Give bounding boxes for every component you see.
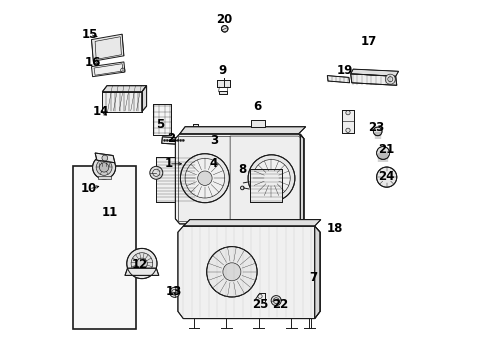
- Bar: [249, 169, 282, 202]
- Circle shape: [252, 159, 289, 197]
- Circle shape: [149, 166, 163, 179]
- Polygon shape: [178, 136, 230, 221]
- Text: 1: 1: [164, 157, 173, 170]
- Circle shape: [180, 154, 229, 203]
- Circle shape: [177, 139, 179, 141]
- Bar: [156, 157, 196, 202]
- Circle shape: [240, 186, 244, 190]
- Circle shape: [166, 139, 168, 141]
- Circle shape: [92, 156, 115, 179]
- Bar: [218, 91, 227, 94]
- Circle shape: [247, 155, 294, 202]
- Text: 21: 21: [378, 143, 394, 156]
- Text: 22: 22: [271, 298, 287, 311]
- Circle shape: [182, 139, 184, 141]
- Circle shape: [206, 247, 257, 297]
- Bar: [193, 124, 197, 157]
- Circle shape: [270, 296, 281, 306]
- Circle shape: [171, 139, 173, 141]
- Circle shape: [345, 128, 349, 132]
- Polygon shape: [142, 86, 146, 112]
- Text: 5: 5: [156, 118, 163, 131]
- Bar: [156, 157, 196, 202]
- Text: 20: 20: [216, 13, 232, 26]
- Circle shape: [373, 127, 381, 136]
- Text: 11: 11: [101, 206, 118, 219]
- Circle shape: [136, 258, 147, 269]
- Circle shape: [96, 159, 112, 175]
- Text: 4: 4: [209, 157, 218, 170]
- Text: 10: 10: [81, 183, 97, 195]
- Circle shape: [163, 139, 165, 141]
- Circle shape: [131, 253, 152, 274]
- Text: 16: 16: [84, 57, 101, 69]
- Circle shape: [185, 158, 224, 198]
- Text: 12: 12: [132, 258, 148, 271]
- Polygon shape: [178, 226, 320, 319]
- Text: 24: 24: [378, 170, 394, 183]
- Text: 15: 15: [81, 28, 98, 41]
- Bar: [217, 80, 230, 87]
- Polygon shape: [102, 86, 146, 92]
- Polygon shape: [175, 134, 303, 224]
- Text: 6: 6: [252, 100, 261, 113]
- Circle shape: [385, 74, 394, 84]
- Text: 13: 13: [166, 285, 182, 298]
- Circle shape: [168, 139, 171, 141]
- Polygon shape: [91, 34, 123, 61]
- Bar: [250, 120, 265, 127]
- Text: 7: 7: [308, 271, 316, 284]
- Text: 2: 2: [166, 132, 174, 145]
- Bar: [196, 158, 206, 200]
- Bar: [249, 169, 282, 202]
- Text: 18: 18: [325, 222, 342, 235]
- Circle shape: [99, 163, 108, 172]
- Polygon shape: [300, 134, 303, 224]
- Polygon shape: [91, 62, 125, 77]
- Polygon shape: [95, 153, 115, 163]
- Text: 23: 23: [367, 121, 383, 134]
- Polygon shape: [183, 220, 320, 226]
- Circle shape: [376, 167, 396, 187]
- Bar: [152, 104, 171, 135]
- Circle shape: [223, 263, 241, 281]
- Circle shape: [174, 139, 176, 141]
- Bar: [218, 91, 227, 94]
- Text: 17: 17: [360, 35, 376, 48]
- Polygon shape: [125, 268, 159, 275]
- Polygon shape: [230, 136, 301, 221]
- Circle shape: [197, 171, 212, 185]
- Circle shape: [264, 172, 277, 185]
- Circle shape: [169, 287, 179, 297]
- Bar: [250, 120, 265, 127]
- Circle shape: [126, 248, 157, 279]
- Circle shape: [102, 155, 107, 161]
- Bar: [152, 104, 171, 135]
- Bar: [193, 124, 197, 157]
- Circle shape: [221, 26, 227, 32]
- Polygon shape: [102, 92, 142, 112]
- Bar: [98, 176, 110, 179]
- Circle shape: [345, 111, 349, 115]
- Text: 9: 9: [218, 64, 226, 77]
- Bar: [217, 80, 230, 87]
- Bar: [73, 166, 136, 329]
- Text: 25: 25: [252, 298, 268, 311]
- Polygon shape: [341, 110, 354, 133]
- Polygon shape: [350, 74, 396, 85]
- Text: 8: 8: [238, 163, 246, 176]
- Circle shape: [376, 147, 389, 159]
- Polygon shape: [314, 226, 320, 319]
- Circle shape: [179, 139, 182, 141]
- Text: 3: 3: [209, 134, 218, 147]
- Polygon shape: [162, 137, 185, 145]
- Polygon shape: [326, 76, 349, 83]
- Polygon shape: [350, 69, 398, 76]
- Polygon shape: [179, 127, 305, 134]
- Text: 14: 14: [92, 105, 108, 118]
- Bar: [196, 158, 206, 200]
- Text: 19: 19: [336, 64, 353, 77]
